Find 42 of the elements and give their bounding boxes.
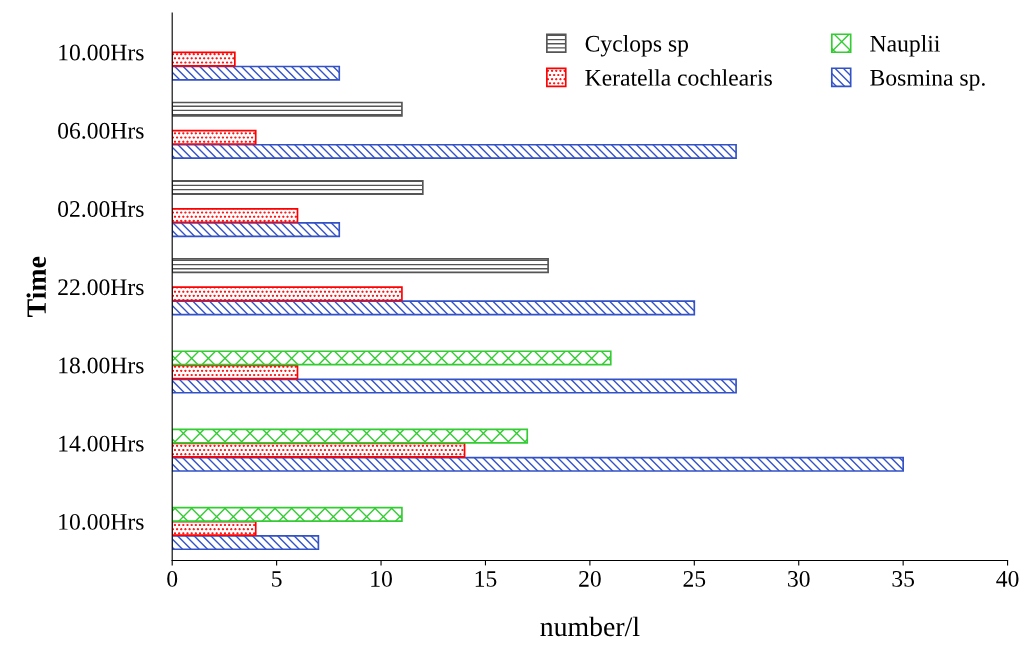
bar: [172, 143, 737, 159]
y-tick-label: 06.00Hrs: [58, 122, 144, 139]
x-tick-label: 5: [272, 571, 282, 587]
bar: [172, 364, 299, 380]
bar: [172, 222, 341, 238]
x-tick-label: 10: [371, 570, 392, 587]
bar: [172, 300, 696, 316]
bar: [172, 506, 403, 522]
y-axis-title: Time: [26, 256, 46, 317]
bar: [172, 378, 737, 394]
legend-label: Bosmina sp.: [870, 69, 985, 91]
x-tick-label: 40: [996, 570, 1019, 587]
legend-label: Keratella cochlearis: [585, 69, 772, 86]
y-tick-label: 18.00Hrs: [59, 357, 144, 374]
x-tick-label: 0: [167, 570, 178, 587]
bar: [172, 101, 403, 117]
y-tick-label: 02.00Hrs: [58, 201, 144, 218]
bar: [172, 350, 612, 366]
bar: [172, 129, 257, 145]
bar: [172, 208, 299, 224]
bar: [172, 286, 403, 302]
y-tick-label: 10.00Hrs: [59, 44, 144, 61]
bar: [172, 428, 529, 444]
bar: [172, 456, 904, 472]
bar: [172, 258, 549, 274]
legend-label: Cyclops sp: [585, 35, 689, 57]
x-tick-label: 25: [683, 570, 706, 587]
bar: [172, 535, 320, 551]
bar: [172, 520, 257, 536]
y-tick-label: 10.00Hrs: [59, 513, 144, 530]
bar: [172, 442, 466, 458]
x-axis-title: number/l: [540, 616, 640, 637]
x-tick-label: 20: [579, 570, 601, 587]
x-tick-label: 35: [892, 570, 915, 587]
x-tick-label: 30: [788, 570, 810, 587]
y-tick-label: 22.00Hrs: [58, 279, 144, 296]
legend-label: Nauplii: [870, 35, 940, 57]
bar: [172, 51, 236, 67]
x-tick-label: 15: [475, 571, 497, 587]
bar: [172, 65, 341, 81]
y-tick-label: 14.00Hrs: [59, 435, 144, 452]
bar: [172, 179, 424, 195]
